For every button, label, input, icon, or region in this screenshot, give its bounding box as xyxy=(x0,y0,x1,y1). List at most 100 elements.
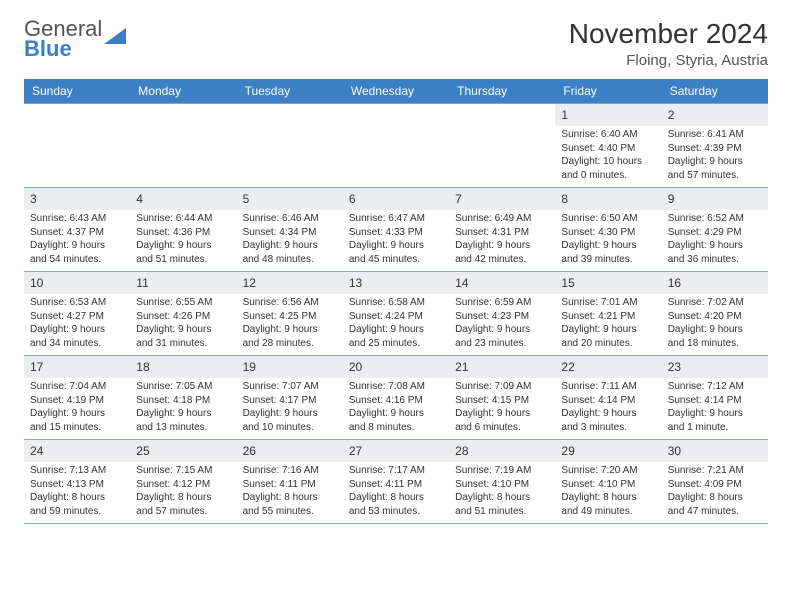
sunset-text: Sunset: 4:37 PM xyxy=(30,226,124,240)
sunrise-text: Sunrise: 7:05 AM xyxy=(136,380,230,394)
day-number: 14 xyxy=(449,272,555,294)
day-number: 1 xyxy=(555,104,661,126)
daylight-text: Daylight: 8 hours and 49 minutes. xyxy=(561,491,655,518)
calendar-cell: 26Sunrise: 7:16 AMSunset: 4:11 PMDayligh… xyxy=(237,439,343,523)
daylight-text: Daylight: 8 hours and 55 minutes. xyxy=(243,491,337,518)
sunrise-text: Sunrise: 6:56 AM xyxy=(243,296,337,310)
day-info: Sunrise: 7:02 AMSunset: 4:20 PMDaylight:… xyxy=(662,294,768,350)
day-info: Sunrise: 6:43 AMSunset: 4:37 PMDaylight:… xyxy=(24,210,130,266)
day-number: 30 xyxy=(662,440,768,462)
day-info: Sunrise: 7:01 AMSunset: 4:21 PMDaylight:… xyxy=(555,294,661,350)
sunset-text: Sunset: 4:13 PM xyxy=(30,478,124,492)
sunrise-text: Sunrise: 7:13 AM xyxy=(30,464,124,478)
daylight-text: Daylight: 9 hours and 51 minutes. xyxy=(136,239,230,266)
day-info: Sunrise: 7:07 AMSunset: 4:17 PMDaylight:… xyxy=(237,378,343,434)
sunset-text: Sunset: 4:31 PM xyxy=(455,226,549,240)
sunrise-text: Sunrise: 6:46 AM xyxy=(243,212,337,226)
sunrise-text: Sunrise: 6:52 AM xyxy=(668,212,762,226)
day-number: 25 xyxy=(130,440,236,462)
day-info: Sunrise: 6:49 AMSunset: 4:31 PMDaylight:… xyxy=(449,210,555,266)
sunrise-text: Sunrise: 7:16 AM xyxy=(243,464,337,478)
day-info: Sunrise: 7:15 AMSunset: 4:12 PMDaylight:… xyxy=(130,462,236,518)
day-info: Sunrise: 7:20 AMSunset: 4:10 PMDaylight:… xyxy=(555,462,661,518)
brand-bottom: Blue xyxy=(24,38,102,60)
day-number: 9 xyxy=(662,188,768,210)
daylight-text: Daylight: 9 hours and 6 minutes. xyxy=(455,407,549,434)
calendar-cell: 11Sunrise: 6:55 AMSunset: 4:26 PMDayligh… xyxy=(130,271,236,355)
day-header: Friday xyxy=(555,79,661,103)
sunrise-text: Sunrise: 6:59 AM xyxy=(455,296,549,310)
daylight-text: Daylight: 8 hours and 59 minutes. xyxy=(30,491,124,518)
sunset-text: Sunset: 4:25 PM xyxy=(243,310,337,324)
calendar-cell: 16Sunrise: 7:02 AMSunset: 4:20 PMDayligh… xyxy=(662,271,768,355)
calendar-cell: 22Sunrise: 7:11 AMSunset: 4:14 PMDayligh… xyxy=(555,355,661,439)
sunset-text: Sunset: 4:24 PM xyxy=(349,310,443,324)
calendar-cell: 14Sunrise: 6:59 AMSunset: 4:23 PMDayligh… xyxy=(449,271,555,355)
day-info: Sunrise: 7:16 AMSunset: 4:11 PMDaylight:… xyxy=(237,462,343,518)
day-number: 28 xyxy=(449,440,555,462)
calendar-cell: 15Sunrise: 7:01 AMSunset: 4:21 PMDayligh… xyxy=(555,271,661,355)
calendar-cell: 25Sunrise: 7:15 AMSunset: 4:12 PMDayligh… xyxy=(130,439,236,523)
daylight-text: Daylight: 9 hours and 57 minutes. xyxy=(668,155,762,182)
daylight-text: Daylight: 8 hours and 51 minutes. xyxy=(455,491,549,518)
sunset-text: Sunset: 4:20 PM xyxy=(668,310,762,324)
calendar-cell: 10Sunrise: 6:53 AMSunset: 4:27 PMDayligh… xyxy=(24,271,130,355)
sunrise-text: Sunrise: 7:12 AM xyxy=(668,380,762,394)
day-info: Sunrise: 7:13 AMSunset: 4:13 PMDaylight:… xyxy=(24,462,130,518)
calendar-cell-empty xyxy=(343,103,449,187)
daylight-text: Daylight: 8 hours and 53 minutes. xyxy=(349,491,443,518)
sunset-text: Sunset: 4:10 PM xyxy=(455,478,549,492)
day-info: Sunrise: 6:52 AMSunset: 4:29 PMDaylight:… xyxy=(662,210,768,266)
header: General Blue November 2024 Floing, Styri… xyxy=(24,18,768,69)
day-number: 19 xyxy=(237,356,343,378)
calendar-cell-empty xyxy=(24,103,130,187)
calendar-cell: 21 Sunrise: 7:09 AMSunset: 4:15 PMDayligh… xyxy=(449,355,555,439)
day-info: Sunrise: 6:41 AMSunset: 4:39 PMDaylight:… xyxy=(662,126,768,182)
calendar-cell: 6Sunrise: 6:47 AMSunset: 4:33 PMDaylight… xyxy=(343,187,449,271)
day-header: Monday xyxy=(130,79,236,103)
day-number: 15 xyxy=(555,272,661,294)
sunset-text: Sunset: 4:15 PM xyxy=(455,394,549,408)
title-block: November 2024 Floing, Styria, Austria xyxy=(569,18,768,69)
day-info: Sunrise: 7:08 AMSunset: 4:16 PMDaylight:… xyxy=(343,378,449,434)
sunset-text: Sunset: 4:16 PM xyxy=(349,394,443,408)
calendar-cell: 4Sunrise: 6:44 AMSunset: 4:36 PMDaylight… xyxy=(130,187,236,271)
calendar-cell: 18Sunrise: 7:05 AMSunset: 4:18 PMDayligh… xyxy=(130,355,236,439)
day-info: Sunrise: 6:47 AMSunset: 4:33 PMDaylight:… xyxy=(343,210,449,266)
sunset-text: Sunset: 4:33 PM xyxy=(349,226,443,240)
day-header: Tuesday xyxy=(237,79,343,103)
sunrise-text: Sunrise: 7:09 AM xyxy=(455,380,549,394)
sunrise-text: Sunrise: 6:40 AM xyxy=(561,128,655,142)
brand-logo: General Blue xyxy=(24,18,126,60)
sunset-text: Sunset: 4:36 PM xyxy=(136,226,230,240)
sunrise-text: Sunrise: 6:50 AM xyxy=(561,212,655,226)
sunset-text: Sunset: 4:14 PM xyxy=(561,394,655,408)
daylight-text: Daylight: 9 hours and 13 minutes. xyxy=(136,407,230,434)
calendar-cell: 27Sunrise: 7:17 AMSunset: 4:11 PMDayligh… xyxy=(343,439,449,523)
sunrise-text: Sunrise: 6:41 AM xyxy=(668,128,762,142)
daylight-text: Daylight: 9 hours and 18 minutes. xyxy=(668,323,762,350)
day-number: 26 xyxy=(237,440,343,462)
sunset-text: Sunset: 4:39 PM xyxy=(668,142,762,156)
sunset-text: Sunset: 4:11 PM xyxy=(243,478,337,492)
calendar-cell: 7Sunrise: 6:49 AMSunset: 4:31 PMDaylight… xyxy=(449,187,555,271)
calendar-cell: 9Sunrise: 6:52 AMSunset: 4:29 PMDaylight… xyxy=(662,187,768,271)
sunset-text: Sunset: 4:14 PM xyxy=(668,394,762,408)
calendar-body: 1Sunrise: 6:40 AMSunset: 4:40 PMDaylight… xyxy=(24,103,768,524)
calendar-cell: 24Sunrise: 7:13 AMSunset: 4:13 PMDayligh… xyxy=(24,439,130,523)
sunrise-text: Sunrise: 7:01 AM xyxy=(561,296,655,310)
sunset-text: Sunset: 4:17 PM xyxy=(243,394,337,408)
daylight-text: Daylight: 9 hours and 8 minutes. xyxy=(349,407,443,434)
day-number: 10 xyxy=(24,272,130,294)
daylight-text: Daylight: 10 hours and 0 minutes. xyxy=(561,155,655,182)
daylight-text: Daylight: 9 hours and 28 minutes. xyxy=(243,323,337,350)
daylight-text: Daylight: 9 hours and 10 minutes. xyxy=(243,407,337,434)
day-number: 22 xyxy=(555,356,661,378)
day-info: Sunrise: 6:40 AMSunset: 4:40 PMDaylight:… xyxy=(555,126,661,182)
calendar-cell: 8Sunrise: 6:50 AMSunset: 4:30 PMDaylight… xyxy=(555,187,661,271)
daylight-text: Daylight: 9 hours and 1 minute. xyxy=(668,407,762,434)
calendar-cell: 20Sunrise: 7:08 AMSunset: 4:16 PMDayligh… xyxy=(343,355,449,439)
day-number: 16 xyxy=(662,272,768,294)
page-title: November 2024 xyxy=(569,18,768,50)
day-number: 21 xyxy=(449,356,555,378)
